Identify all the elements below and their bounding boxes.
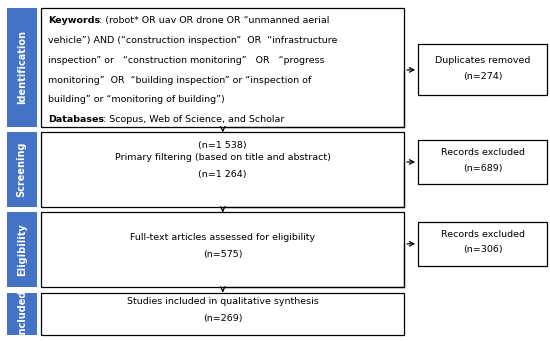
Bar [41, 212, 404, 287]
Bar [418, 140, 547, 184]
Text: Duplicates removed: Duplicates removed [435, 56, 530, 65]
Text: inspection” or   “construction monitoring”   OR   “progress: inspection” or “construction monitoring”… [48, 56, 324, 65]
Text: Included: Included [16, 290, 27, 337]
Bar [7, 293, 37, 335]
Text: (n=306): (n=306) [463, 246, 503, 254]
Text: Databases: Databases [48, 115, 104, 124]
Text: Screening: Screening [16, 142, 27, 197]
Text: Records excluded: Records excluded [441, 148, 525, 157]
Text: Full-text articles assessed for eligibility: Full-text articles assessed for eligibil… [130, 233, 315, 242]
Text: : (robot* OR uav OR drone OR “unmanned aerial: : (robot* OR uav OR drone OR “unmanned a… [99, 16, 329, 25]
Text: (n=269): (n=269) [203, 314, 243, 323]
Text: Primary filtering (based on title and abstract): Primary filtering (based on title and ab… [115, 153, 331, 162]
Text: : Scopus, Web of Science, and Scholar: : Scopus, Web of Science, and Scholar [103, 115, 284, 124]
Text: monitoring”  OR  “building inspection” or “inspection of: monitoring” OR “building inspection” or … [48, 76, 311, 85]
Text: building” or “monitoring of building”): building” or “monitoring of building”) [48, 95, 224, 104]
Bar [41, 293, 404, 335]
Text: Studies included in qualitative synthesis: Studies included in qualitative synthesi… [127, 297, 318, 306]
Bar [7, 8, 37, 127]
Text: (n=1 538): (n=1 538) [199, 141, 247, 150]
Text: (n=1 264): (n=1 264) [199, 170, 247, 179]
Bar [41, 132, 404, 207]
Text: Identification: Identification [16, 30, 27, 104]
Text: vehicle”) AND (“construction inspection”  OR  “infrastructure: vehicle”) AND (“construction inspection”… [48, 36, 337, 45]
Text: Keywords: Keywords [48, 16, 100, 25]
Bar [41, 8, 404, 127]
Text: Eligibility: Eligibility [16, 223, 27, 276]
Bar [7, 212, 37, 287]
Bar [418, 44, 547, 95]
Bar [418, 222, 547, 266]
Text: (n=575): (n=575) [203, 250, 243, 260]
Text: Records excluded: Records excluded [441, 230, 525, 239]
Bar [7, 132, 37, 207]
Text: (n=274): (n=274) [463, 72, 502, 80]
Text: (n=689): (n=689) [463, 164, 502, 173]
